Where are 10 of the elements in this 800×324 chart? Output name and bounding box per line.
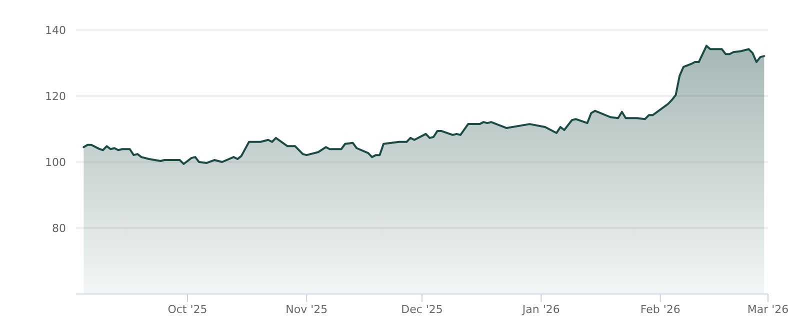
y-tick-label: 100 — [45, 156, 66, 169]
x-tick-label: Jan '26 — [521, 303, 560, 316]
y-tick-label: 120 — [45, 90, 66, 103]
x-tick-label: Mar '26 — [747, 303, 789, 316]
y-tick-label: 140 — [45, 24, 66, 37]
x-tick-label: Oct '25 — [168, 303, 208, 316]
x-tick-label: Dec '25 — [401, 303, 443, 316]
x-tick-label: Feb '26 — [640, 303, 680, 316]
x-tick-label: Nov '25 — [286, 303, 328, 316]
y-tick-label: 80 — [52, 222, 66, 235]
